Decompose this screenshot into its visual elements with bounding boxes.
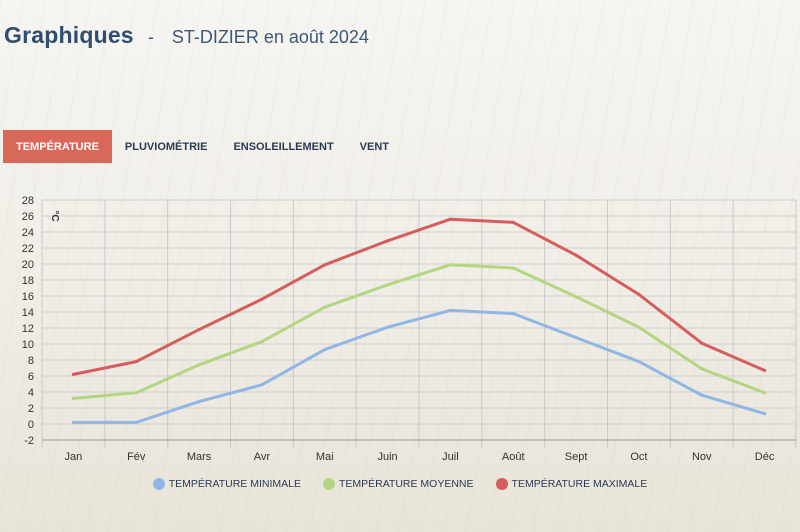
legend-label-min: TEMPÉRATURE MINIMALE (168, 478, 301, 490)
y-tick-label: 0 (28, 419, 34, 431)
data-point (197, 363, 201, 367)
x-tick-label: Juin (377, 451, 397, 463)
y-tick-label: 6 (28, 371, 34, 383)
y-tick-label: 20 (22, 259, 34, 271)
y-tick-label: 12 (22, 323, 34, 335)
chart-tabs: TEMPÉRATURE PLUVIOMÉTRIE ENSOLEILLEMENT … (3, 130, 402, 163)
legend-label-mean: TEMPÉRATURE MOYENNE (338, 478, 474, 490)
y-tick-label: 2 (28, 403, 34, 415)
data-point (511, 220, 515, 224)
data-point (385, 283, 390, 287)
y-tick-label: 22 (22, 243, 34, 255)
data-point (574, 336, 578, 340)
y-tick-label: 4 (28, 387, 34, 399)
legend-item-min[interactable]: TEMPÉRATURE MINIMALE (152, 478, 301, 490)
data-point (511, 312, 515, 316)
tab-vent[interactable]: VENT (359, 140, 390, 153)
data-point (637, 292, 641, 296)
data-point (700, 367, 704, 371)
data-point (700, 341, 704, 345)
x-tick-label: Mai (316, 451, 334, 463)
data-point (448, 263, 453, 267)
data-point (260, 297, 264, 301)
data-point (511, 266, 515, 270)
series-line-1 (71, 263, 767, 400)
legend-marker-max (495, 478, 508, 490)
x-tick-label: Mars (187, 451, 212, 463)
x-tick-label: Oct (630, 451, 647, 463)
y-tick-label: 28 (22, 195, 34, 207)
legend-marker-mean (322, 478, 335, 490)
data-point (134, 360, 138, 364)
data-point (71, 420, 76, 424)
y-tick-label: -2 (24, 435, 34, 447)
chart-legend: TEMPÉRATURE MINIMALE TEMPÉRATURE MOYENNE… (0, 478, 800, 490)
data-point (762, 412, 767, 416)
page-title: Graphiques (4, 22, 134, 48)
tab-temperature[interactable]: TEMPÉRATURE (3, 130, 112, 163)
data-point (323, 305, 327, 309)
data-point (762, 368, 767, 372)
series-line-2 (71, 217, 767, 376)
y-tick-label: 8 (28, 355, 34, 367)
data-point (134, 420, 138, 424)
x-tick-label: Nov (692, 451, 712, 463)
x-tick-label: Avr (254, 451, 271, 463)
tab-ensoleillement[interactable]: ENSOLEILLEMENT (233, 140, 334, 153)
data-point (637, 325, 641, 329)
tab-pluviometrie[interactable]: PLUVIOMÉTRIE (124, 140, 208, 153)
data-point (323, 263, 327, 267)
y-tick-label: 26 (22, 211, 34, 223)
x-tick-label: Août (502, 451, 525, 463)
data-point (385, 325, 390, 329)
legend-item-max[interactable]: TEMPÉRATURE MAXIMALE (495, 478, 648, 490)
y-axis-unit-label: °C (49, 210, 60, 221)
data-point (762, 391, 767, 395)
data-point (700, 393, 704, 397)
x-tick-label: Déc (755, 451, 775, 463)
data-point (134, 391, 138, 395)
data-point (448, 217, 453, 221)
data-point (448, 308, 453, 312)
x-tick-label: Sept (565, 451, 588, 463)
y-tick-label: 16 (22, 291, 34, 303)
y-tick-label: 24 (22, 227, 34, 239)
data-point (637, 360, 641, 364)
data-point (385, 239, 390, 243)
legend-label-max: TEMPÉRATURE MAXIMALE (511, 478, 648, 490)
x-tick-label: Fév (127, 451, 146, 463)
data-point (71, 396, 76, 400)
page-subtitle: ST-DIZIER en août 2024 (171, 27, 369, 47)
legend-marker-min (152, 478, 165, 490)
data-point (197, 400, 201, 404)
data-point (323, 348, 327, 352)
title-separator: - (147, 27, 154, 47)
data-point (574, 295, 578, 299)
data-point (574, 253, 578, 257)
y-tick-label: 10 (22, 339, 34, 351)
data-point (197, 328, 201, 332)
data-point (260, 340, 264, 344)
y-tick-label: 18 (22, 275, 34, 287)
series-line-0 (71, 308, 767, 424)
data-point (71, 372, 76, 376)
data-point (260, 383, 264, 387)
legend-item-mean[interactable]: TEMPÉRATURE MOYENNE (322, 478, 474, 490)
x-tick-label: Jan (65, 451, 83, 463)
y-tick-label: 14 (22, 307, 34, 319)
x-tick-label: Juil (442, 451, 459, 463)
page-header: Graphiques - ST-DIZIER en août 2024 (4, 22, 369, 49)
